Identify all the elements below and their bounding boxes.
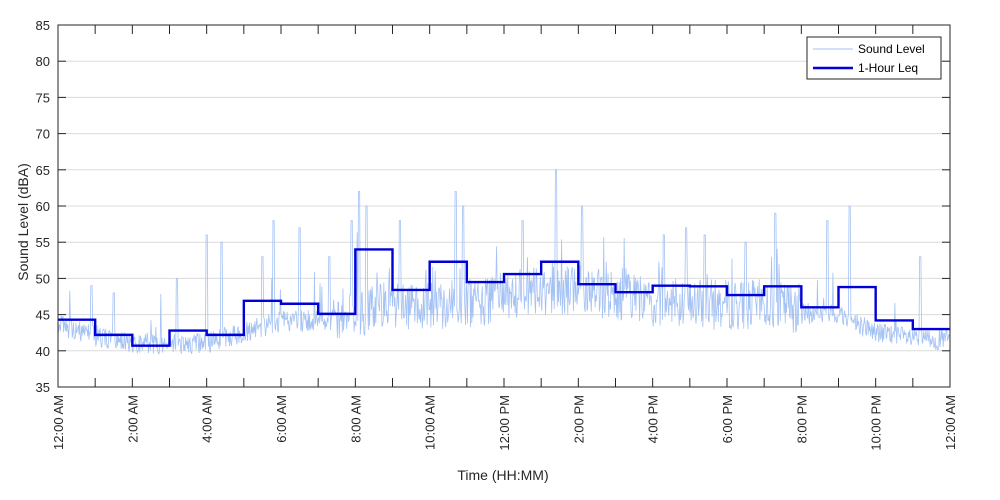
y-tick-label: 75 [36,90,50,105]
x-tick-label: 10:00 PM [869,395,884,451]
x-tick-label: 6:00 AM [274,395,289,443]
x-tick-label: 10:00 AM [423,395,438,450]
legend-label-sound-level: Sound Level [858,42,925,56]
y-tick-label: 45 [36,308,50,323]
y-tick-label: 65 [36,163,50,178]
legend: Sound Level 1-Hour Leq [806,36,942,80]
x-tick-label: 12:00 PM [497,395,512,451]
series-layer [57,169,951,355]
leq-step-series [58,248,950,347]
x-axis-label: Time (HH:MM) [457,467,548,483]
y-tick-label: 40 [36,344,50,359]
x-tick-label: 2:00 PM [571,395,586,443]
x-tick-label: 4:00 PM [646,395,661,443]
y-tick-label: 60 [36,199,50,214]
y-tick-label: 50 [36,271,50,286]
grid-lines [58,60,950,352]
x-tick-label: 6:00 PM [720,395,735,443]
sound-level-series [57,169,951,355]
y-tick-label: 80 [36,54,50,69]
legend-label-leq: 1-Hour Leq [858,61,918,75]
y-tick-label: 70 [36,127,50,142]
y-tick-label: 85 [36,18,50,33]
x-tick-label: 8:00 AM [348,395,363,443]
tick-labels: 35 40 45 50 55 60 65 70 75 80 85 12:00 AM 2:00 AM 4:0… [36,18,958,451]
y-tick-label: 55 [36,235,50,250]
axes [57,24,951,388]
x-tick-label: 12:00 AM [943,395,958,450]
x-tick-label: 4:00 AM [200,395,215,443]
x-tick-label: 12:00 AM [51,395,66,450]
x-tick-label: 2:00 AM [125,395,140,443]
y-tick-label: 35 [36,380,50,395]
legend-box [806,36,942,80]
x-tick-label: 8:00 PM [794,395,809,443]
y-axis-label: Sound Level (dBA) [15,163,31,281]
